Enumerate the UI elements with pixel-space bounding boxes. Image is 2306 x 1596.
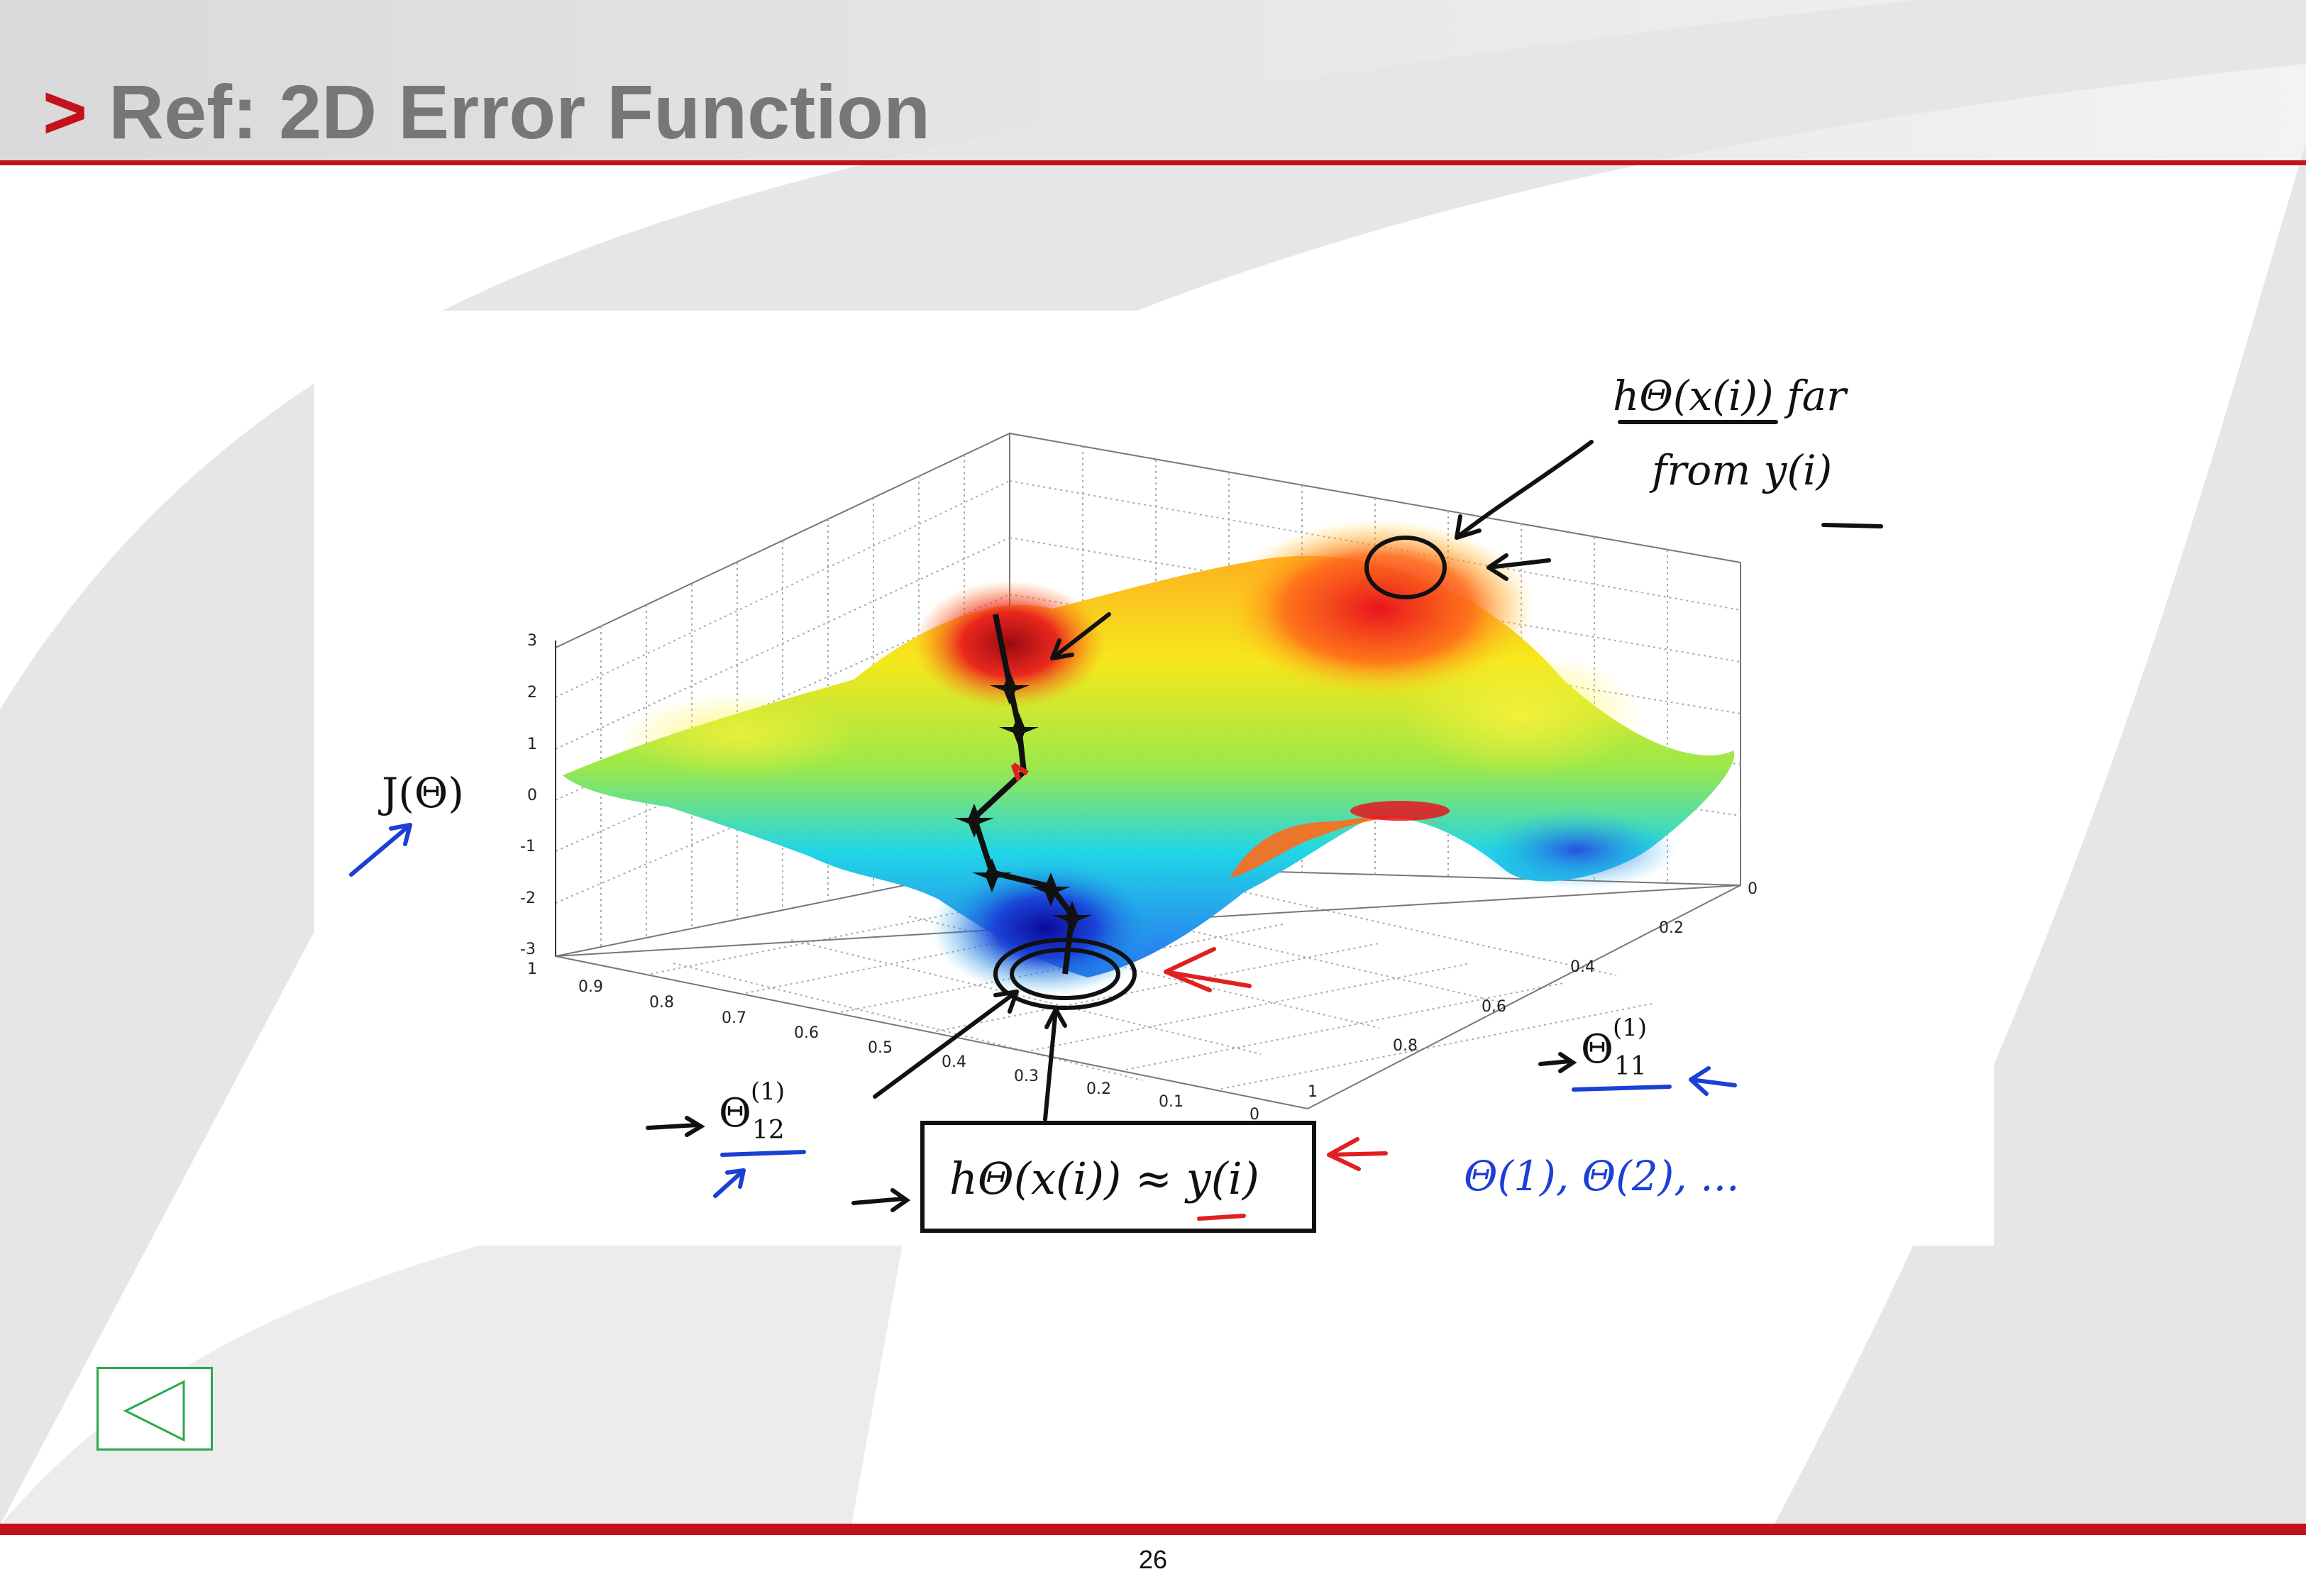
- title-rule: [0, 160, 2306, 165]
- title-text: Ref: 2D Error Function: [109, 69, 931, 155]
- left-axis-tick: 0.4: [942, 1053, 966, 1071]
- z-tick: -3: [520, 941, 536, 958]
- theta11-base: Θ: [1581, 1026, 1613, 1073]
- title-bar: > Ref: 2D Error Function: [0, 0, 2306, 165]
- left-axis-tick: 0.1: [1159, 1093, 1184, 1111]
- back-button[interactable]: [96, 1367, 213, 1451]
- z-tick: 2: [527, 684, 537, 702]
- theta12-label: Θ (1) 12: [719, 1077, 785, 1145]
- theta11-sup: (1): [1613, 1014, 1647, 1042]
- z-axis: 3 2 1 0 -1 -2 -3: [520, 632, 556, 958]
- z-axis-label: J(Θ): [378, 769, 464, 817]
- title-marker: >: [43, 69, 88, 155]
- right-axis-tick: 0.2: [1659, 919, 1684, 937]
- figure-panel: 3 2 1 0 -1 -2 -3 1 0.9 0.8 0.7 0.6 0.5 0…: [314, 311, 1994, 1246]
- error-surface: [563, 520, 1735, 995]
- right-axis-tick: 0: [1748, 880, 1758, 898]
- right-axis-tick: 0.6: [1482, 998, 1506, 1016]
- far-note-line1: hΘ(x(i)) far: [1613, 372, 1848, 420]
- z-tick: -2: [520, 890, 536, 907]
- left-axis-tick: 0.7: [722, 1009, 746, 1027]
- right-axis-tick: 0.8: [1393, 1037, 1418, 1055]
- left-axis-tick: 0.2: [1086, 1080, 1111, 1098]
- theta12-base: Θ: [719, 1090, 751, 1136]
- theta11-label: Θ (1) 11: [1581, 1014, 1647, 1081]
- left-axis-tick: 0.8: [649, 994, 674, 1012]
- blue-ink-annotations: [349, 823, 1737, 1198]
- right-axis-tick: 0.4: [1570, 958, 1595, 976]
- z-tick: 1: [527, 736, 537, 753]
- far-note-line2: from y(i): [1649, 446, 1832, 494]
- footer-rule: [0, 1524, 2306, 1535]
- right-floor-axis: 0 0.2 0.4 0.6 0.8 1: [1308, 880, 1758, 1101]
- params-note: Θ(1), Θ(2), ...: [1464, 1152, 1739, 1200]
- left-floor-axis: 1 0.9 0.8 0.7 0.6 0.5 0.4 0.3 0.2 0.1 0: [527, 960, 1259, 1124]
- z-tick: 3: [527, 632, 537, 650]
- theta11-sub: 11: [1614, 1052, 1647, 1081]
- descent-steps: [954, 671, 1092, 935]
- red-step-mark: [1010, 762, 1029, 782]
- slide-title: > Ref: 2D Error Function: [43, 62, 930, 162]
- theta12-sub: 12: [752, 1116, 785, 1145]
- back-triangle-icon: [123, 1380, 185, 1442]
- black-ink-annotations: [646, 420, 1883, 1233]
- theta12-sup: (1): [751, 1077, 785, 1106]
- red-ink-annotations: [1164, 947, 1388, 1221]
- page-number: 26: [1138, 1545, 1168, 1574]
- left-axis-tick: 0: [1249, 1106, 1259, 1124]
- boxed-note: hΘ(x(i)) ≈ y(i): [949, 1153, 1259, 1204]
- left-axis-tick: 0.9: [578, 978, 603, 996]
- left-axis-tick: 1: [527, 960, 537, 978]
- left-axis-tick: 0.5: [868, 1039, 893, 1057]
- left-axis-tick: 0.3: [1014, 1068, 1039, 1085]
- left-axis-tick: 0.6: [794, 1024, 819, 1042]
- z-tick: -1: [520, 838, 536, 855]
- z-tick: 0: [527, 787, 537, 804]
- error-surface-figure: 3 2 1 0 -1 -2 -3 1 0.9 0.8 0.7 0.6 0.5 0…: [349, 372, 1883, 1233]
- right-axis-tick: 1: [1308, 1083, 1318, 1101]
